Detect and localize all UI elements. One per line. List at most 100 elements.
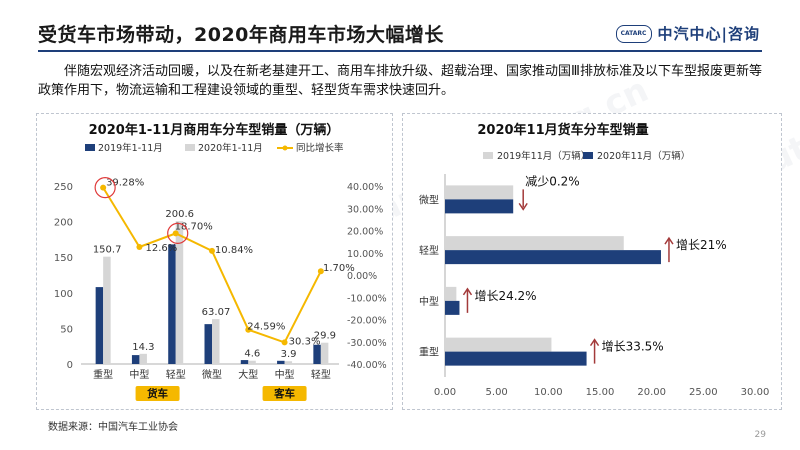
legend-swatch-2020	[583, 152, 593, 159]
bar-2019	[204, 324, 212, 364]
truck-sales-by-type-chart: 2020年11月货车分车型销量 2019年11月（万辆） 2020年11月（万辆） 0…	[419, 122, 770, 398]
bar-value-label: 200.6	[165, 209, 194, 220]
x-category-label: 轻型	[166, 368, 186, 381]
bar-2020	[445, 199, 514, 214]
growth-rate-point	[317, 268, 324, 275]
title-divider	[38, 50, 762, 52]
bar-2019	[277, 360, 285, 364]
legend-label-2019: 2019年11月（万辆）	[497, 150, 590, 162]
data-source: 数据来源：中国汽车工业协会	[48, 422, 178, 433]
y-right-tick-label: 30.00%	[347, 204, 383, 215]
x-tick-label: 5.00	[486, 387, 508, 398]
x-category-label: 重型	[93, 368, 113, 381]
y-category-label: 微型	[419, 193, 439, 206]
growth-rate-point	[209, 247, 215, 254]
truck-sales-chart-panel: 2020年11月货车分车型销量 2019年11月（万辆） 2020年11月（万辆） 0…	[402, 113, 782, 410]
legend-label-2020: 2020年11月（万辆）	[597, 150, 690, 162]
x-category-label: 轻型	[311, 368, 331, 381]
y-category-label: 中型	[419, 295, 439, 308]
y-right-tick-label: -10.00%	[347, 293, 387, 304]
legend-label-0: 2019年1-11月	[98, 142, 163, 154]
bar-value-label: 3.9	[281, 349, 297, 360]
bar-value-label: 4.6	[244, 349, 260, 360]
bar-2020	[103, 256, 111, 364]
x-tick-label: 15.00	[586, 387, 615, 398]
page-number: 29	[754, 430, 766, 440]
group-label: 货车	[146, 387, 168, 400]
bar-2019	[445, 236, 624, 251]
change-annotation: 增长24.2%	[474, 289, 536, 303]
growth-rate-point	[172, 230, 179, 237]
chart-title: 2020年11月货车分车型销量	[477, 122, 648, 138]
change-annotation: 增长33.5%	[602, 340, 664, 354]
legend-swatch-0	[85, 144, 95, 151]
bar-value-label: 29.9	[314, 331, 336, 342]
increase-arrow-head-icon	[589, 338, 600, 347]
y-left-tick-label: 250	[54, 182, 73, 193]
bar-2019	[445, 286, 457, 301]
bar-2020	[320, 342, 329, 364]
bar-value-label: 14.3	[132, 342, 154, 353]
x-tick-label: 30.00	[741, 387, 770, 398]
bar-2019	[445, 185, 514, 200]
catarc-badge-icon: CATARC	[615, 24, 652, 43]
y-right-tick-label: -20.00%	[347, 316, 387, 327]
growth-rate-label: 24.59%	[247, 322, 285, 333]
y-right-tick-label: 20.00%	[347, 227, 383, 238]
bar-2019	[95, 287, 104, 364]
bar-2019	[240, 360, 249, 364]
y-right-tick-label: 10.00%	[347, 249, 383, 260]
bar-2020	[139, 353, 147, 364]
y-left-tick-label: 100	[54, 289, 73, 300]
growth-rate-label: 1.70%	[323, 263, 355, 274]
y-right-tick-label: 40.00%	[347, 182, 383, 193]
change-annotation: 增长21%	[676, 238, 727, 252]
bar-2020	[248, 360, 256, 364]
group-label: 客车	[273, 387, 295, 400]
y-category-label: 轻型	[419, 244, 439, 257]
brand-name: 中汽中心|咨询	[657, 25, 760, 43]
increase-arrow-head-icon	[664, 236, 674, 245]
brand-logo: CATARC 中汽中心|咨询	[615, 23, 760, 44]
legend-label-1: 2020年1-11月	[198, 142, 263, 154]
x-category-label: 微型	[202, 368, 222, 381]
y-left-tick-label: 50	[60, 324, 73, 335]
bar-2020	[284, 361, 293, 364]
x-tick-label: 25.00	[689, 387, 718, 398]
bar-2020	[445, 351, 587, 366]
bar-2020	[212, 319, 220, 364]
y-category-label: 重型	[419, 346, 439, 359]
growth-rate-point	[245, 326, 252, 333]
group-label-box	[135, 386, 180, 401]
y-left-tick-label: 200	[54, 218, 73, 229]
legend-swatch-2019	[483, 152, 493, 159]
x-tick-label: 10.00	[534, 387, 563, 398]
highlight-circle	[167, 222, 189, 244]
highlight-circle	[94, 177, 116, 199]
bar-2020	[175, 221, 184, 364]
commercial-vehicle-sales-chart: 2020年1-11月商用车分车型销量（万辆） 2019年1-11月 2020年1-1…	[54, 122, 387, 401]
growth-rate-label: 18.70%	[175, 221, 213, 232]
bar-2019	[168, 244, 176, 364]
x-tick-label: 0.00	[434, 387, 456, 398]
growth-rate-point	[281, 339, 288, 346]
legend-label-2: 同比增长率	[296, 142, 344, 154]
bar-2019	[131, 355, 140, 364]
x-tick-label: 20.00	[637, 387, 666, 398]
bar-2020	[445, 250, 661, 265]
chart-title: 2020年1-11月商用车分车型销量（万辆）	[89, 122, 340, 138]
bar-2020	[445, 300, 460, 315]
growth-rate-label: 10.84%	[215, 245, 253, 256]
growth-rate-point	[136, 243, 143, 250]
change-annotation: 减少0.2%	[525, 174, 580, 188]
x-category-label: 中型	[275, 368, 295, 381]
bar-value-label: 150.7	[93, 245, 122, 256]
increase-arrow-head-icon	[462, 287, 473, 296]
bar-2019	[445, 337, 552, 352]
growth-rate-label: 12.6%	[146, 243, 178, 254]
y-right-tick-label: -40.00%	[347, 360, 387, 371]
y-right-tick-label: 0.00%	[347, 271, 377, 282]
legend-marker	[282, 145, 288, 151]
y-left-tick-label: 150	[54, 253, 73, 264]
y-right-tick-label: -30.00%	[347, 338, 387, 349]
